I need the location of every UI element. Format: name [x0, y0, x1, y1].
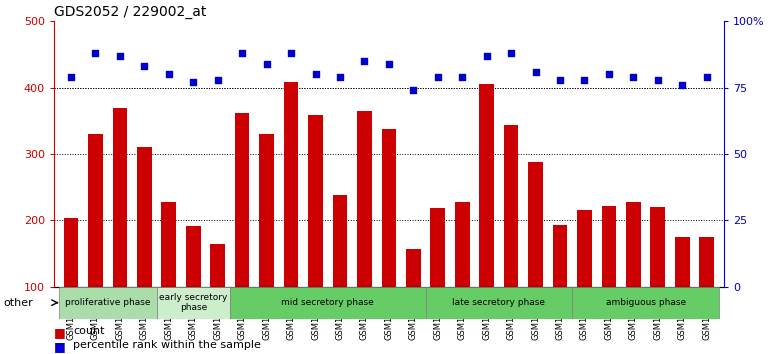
Point — [65, 74, 77, 80]
Point — [187, 79, 199, 85]
Bar — [357, 111, 372, 353]
Bar — [156, 287, 230, 319]
Bar — [455, 202, 470, 353]
Point — [162, 72, 175, 77]
Bar — [137, 147, 152, 353]
Point — [89, 50, 102, 56]
Bar — [64, 218, 79, 353]
Text: percentile rank within the sample: percentile rank within the sample — [73, 340, 261, 350]
Point — [578, 77, 591, 82]
Point — [628, 74, 640, 80]
Bar — [699, 237, 714, 353]
Point — [333, 74, 346, 80]
Point — [285, 50, 297, 56]
Bar — [577, 210, 592, 353]
Bar — [406, 249, 420, 353]
Bar — [308, 115, 323, 353]
Point — [358, 58, 370, 64]
Bar — [230, 287, 426, 319]
Text: other: other — [4, 298, 34, 308]
Point — [651, 77, 664, 82]
Bar — [430, 209, 445, 353]
Point — [236, 50, 248, 56]
Point — [383, 61, 395, 67]
Text: GDS2052 / 229002_at: GDS2052 / 229002_at — [54, 5, 206, 19]
Text: mid secretory phase: mid secretory phase — [281, 298, 374, 307]
Bar — [88, 134, 103, 353]
Point — [310, 72, 322, 77]
Bar — [601, 206, 616, 353]
Point — [701, 74, 713, 80]
Point — [456, 74, 468, 80]
Text: count: count — [73, 326, 105, 336]
Point — [505, 50, 517, 56]
Point — [407, 87, 420, 93]
Bar — [59, 287, 156, 319]
Text: proliferative phase: proliferative phase — [65, 298, 150, 307]
Point — [212, 77, 224, 82]
Bar — [259, 134, 274, 353]
Text: ambiguous phase: ambiguous phase — [605, 298, 685, 307]
Bar — [651, 207, 665, 353]
Point — [676, 82, 688, 88]
Point — [530, 69, 542, 75]
Bar — [381, 130, 397, 353]
Text: ■: ■ — [54, 326, 65, 339]
Bar — [283, 82, 299, 353]
Bar — [333, 195, 347, 353]
Point — [260, 61, 273, 67]
Bar — [572, 287, 719, 319]
Bar — [479, 84, 494, 353]
Text: early secretory
phase: early secretory phase — [159, 293, 227, 312]
Bar — [162, 202, 176, 353]
Text: late secretory phase: late secretory phase — [452, 298, 545, 307]
Point — [480, 53, 493, 58]
Bar — [112, 108, 127, 353]
Bar — [675, 237, 690, 353]
Point — [138, 64, 150, 69]
Bar — [626, 202, 641, 353]
Bar — [426, 287, 572, 319]
Bar — [235, 113, 249, 353]
Bar — [186, 226, 201, 353]
Point — [432, 74, 444, 80]
Point — [603, 72, 615, 77]
Bar — [528, 162, 543, 353]
Bar — [504, 125, 518, 353]
Point — [114, 53, 126, 58]
Point — [554, 77, 566, 82]
Bar — [553, 225, 567, 353]
Bar — [210, 244, 225, 353]
Text: ■: ■ — [54, 340, 65, 353]
